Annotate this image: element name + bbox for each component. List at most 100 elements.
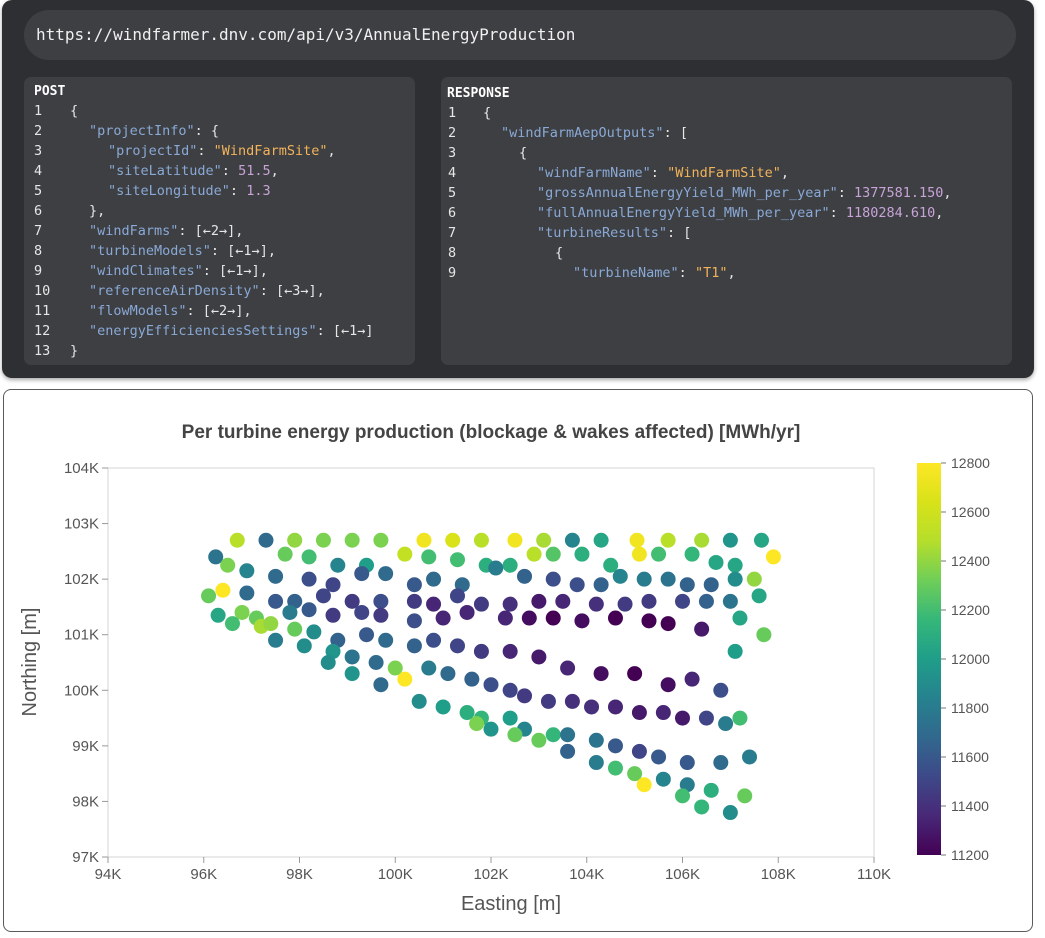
turbine-point[interactable]	[325, 607, 341, 623]
turbine-point[interactable]	[502, 557, 518, 573]
turbine-point[interactable]	[607, 699, 623, 715]
turbine-point[interactable]	[378, 632, 394, 648]
turbine-point[interactable]	[387, 660, 403, 676]
turbine-point[interactable]	[344, 593, 360, 609]
turbine-point[interactable]	[301, 602, 317, 618]
turbine-point[interactable]	[215, 582, 231, 598]
turbine-point[interactable]	[694, 621, 710, 637]
turbine-point[interactable]	[234, 604, 250, 620]
turbine-point[interactable]	[344, 532, 360, 548]
turbine-point[interactable]	[406, 638, 422, 654]
turbine-point[interactable]	[306, 624, 322, 640]
turbine-point[interactable]	[373, 532, 389, 548]
turbine-point[interactable]	[502, 710, 518, 726]
turbine-point[interactable]	[421, 660, 437, 676]
turbine-point[interactable]	[756, 627, 772, 643]
turbine-point[interactable]	[708, 554, 724, 570]
turbine-point[interactable]	[406, 593, 422, 609]
turbine-point[interactable]	[694, 799, 710, 815]
turbine-point[interactable]	[368, 655, 384, 670]
turbine-point[interactable]	[483, 721, 499, 737]
turbine-point[interactable]	[703, 577, 719, 593]
turbine-point[interactable]	[263, 616, 279, 632]
turbine-point[interactable]	[531, 593, 547, 609]
turbine-point[interactable]	[258, 532, 274, 548]
turbine-point[interactable]	[655, 705, 671, 721]
turbine-point[interactable]	[564, 693, 580, 709]
turbine-point[interactable]	[435, 610, 451, 626]
turbine-point[interactable]	[627, 766, 643, 782]
turbine-point[interactable]	[440, 666, 456, 682]
turbine-point[interactable]	[469, 716, 485, 732]
turbine-point[interactable]	[555, 593, 571, 609]
turbine-point[interactable]	[287, 532, 303, 548]
turbine-point[interactable]	[732, 610, 748, 626]
turbine-point[interactable]	[531, 732, 547, 748]
turbine-point[interactable]	[359, 627, 375, 643]
turbine-point[interactable]	[641, 613, 657, 629]
turbine-point[interactable]	[517, 688, 533, 704]
turbine-point[interactable]	[268, 593, 284, 609]
turbine-point[interactable]	[502, 682, 518, 698]
turbine-point[interactable]	[373, 677, 389, 693]
turbine-point[interactable]	[660, 677, 676, 693]
turbine-point[interactable]	[722, 805, 738, 821]
turbine-point[interactable]	[545, 571, 561, 587]
turbine-point[interactable]	[588, 596, 604, 612]
turbine-point[interactable]	[411, 693, 427, 709]
turbine-point[interactable]	[732, 710, 748, 726]
turbine-point[interactable]	[397, 671, 413, 687]
turbine-point[interactable]	[593, 577, 609, 593]
turbine-point[interactable]	[603, 557, 619, 573]
turbine-point[interactable]	[722, 593, 738, 609]
turbine-point[interactable]	[473, 596, 489, 612]
turbine-point[interactable]	[560, 743, 576, 759]
turbine-point[interactable]	[545, 610, 561, 626]
turbine-point[interactable]	[239, 585, 255, 601]
turbine-point[interactable]	[354, 566, 370, 582]
turbine-point[interactable]	[588, 755, 604, 771]
turbine-point[interactable]	[765, 549, 781, 565]
turbine-point[interactable]	[502, 643, 518, 659]
turbine-point[interactable]	[224, 616, 240, 632]
turbine-point[interactable]	[629, 532, 645, 548]
turbine-point[interactable]	[315, 588, 331, 604]
turbine-point[interactable]	[507, 727, 523, 743]
turbine-point[interactable]	[210, 607, 226, 623]
turbine-point[interactable]	[574, 546, 590, 562]
turbine-point[interactable]	[449, 588, 465, 604]
turbine-point[interactable]	[631, 546, 647, 562]
turbine-point[interactable]	[698, 710, 714, 726]
turbine-point[interactable]	[675, 593, 690, 609]
turbine-point[interactable]	[268, 568, 284, 584]
turbine-point[interactable]	[713, 682, 729, 698]
turbine-point[interactable]	[378, 566, 394, 582]
turbine-point[interactable]	[631, 743, 647, 759]
turbine-point[interactable]	[301, 549, 317, 565]
turbine-point[interactable]	[588, 732, 604, 748]
turbine-point[interactable]	[330, 557, 346, 573]
turbine-point[interactable]	[713, 755, 729, 771]
turbine-point[interactable]	[464, 671, 480, 687]
turbine-point[interactable]	[296, 638, 312, 654]
turbine-point[interactable]	[737, 788, 753, 804]
turbine-point[interactable]	[545, 546, 561, 562]
turbine-point[interactable]	[517, 568, 533, 584]
turbine-point[interactable]	[416, 532, 432, 548]
turbine-point[interactable]	[660, 571, 676, 587]
url-bar[interactable]: https://windfarmer.dnv.com/api/v3/Annual…	[24, 10, 1016, 60]
api-url[interactable]: https://windfarmer.dnv.com/api/v3/Annual…	[36, 25, 576, 44]
turbine-point[interactable]	[426, 571, 442, 587]
turbine-point[interactable]	[660, 532, 676, 548]
turbine-point[interactable]	[641, 593, 657, 609]
turbine-point[interactable]	[684, 671, 700, 687]
turbine-point[interactable]	[569, 577, 585, 593]
turbine-point[interactable]	[201, 588, 217, 604]
turbine-point[interactable]	[574, 613, 590, 629]
turbine-point[interactable]	[435, 699, 451, 715]
turbine-point[interactable]	[320, 655, 336, 670]
turbine-point[interactable]	[612, 568, 628, 584]
turbine-point[interactable]	[727, 571, 743, 587]
turbine-point[interactable]	[445, 532, 461, 548]
turbine-point[interactable]	[718, 716, 734, 732]
